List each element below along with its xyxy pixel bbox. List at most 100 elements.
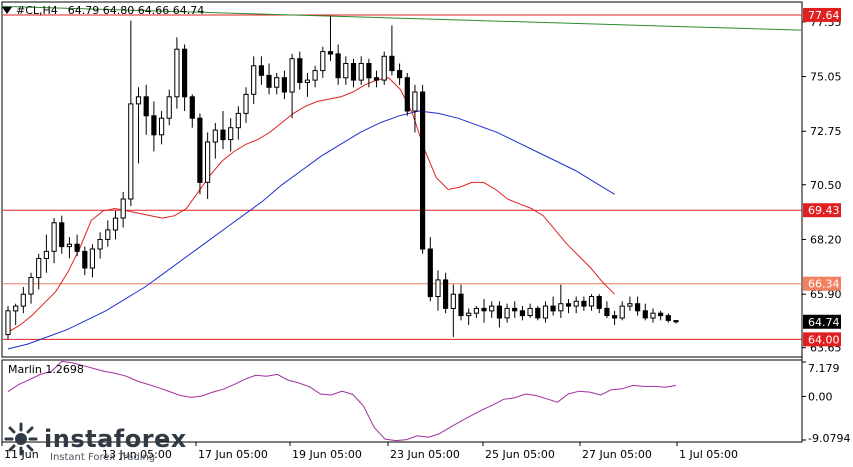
candle-body-up <box>558 303 564 312</box>
candle <box>212 122 218 159</box>
price-badge-label: 77.64 <box>808 9 840 22</box>
candle <box>13 303 19 326</box>
candle <box>619 301 625 321</box>
candle <box>251 56 257 104</box>
trend-line-segment <box>2 5 802 31</box>
candle <box>412 84 418 133</box>
candle-body-down <box>420 91 426 250</box>
ohlc-values: 64.79 64.80 64.66 64.74 <box>67 4 205 17</box>
time-tick-label: 1 Jul 05:00 <box>679 448 738 461</box>
candle <box>66 237 73 259</box>
candle-body-down <box>258 65 264 76</box>
fast-ma-line <box>7 77 615 333</box>
candle-body-up <box>473 307 479 314</box>
candle <box>143 84 149 135</box>
candle-body-down <box>350 63 357 81</box>
price-badge-label: 66.34 <box>808 278 840 291</box>
chart-header: #CL,H4 64.79 64.80 64.66 64.74 <box>2 4 204 17</box>
candle-body-up <box>66 243 73 248</box>
candle-body-up <box>36 258 42 278</box>
candle <box>381 51 387 85</box>
watermark-tagline: Instant Forex Trading <box>50 452 156 463</box>
candle <box>404 72 410 116</box>
dropdown-triangle-icon[interactable] <box>2 7 12 14</box>
candle <box>327 15 334 62</box>
candle <box>82 246 88 276</box>
candle <box>151 101 157 152</box>
candle-body-down <box>189 96 195 119</box>
candle-body-up <box>13 305 19 312</box>
candle <box>512 301 518 318</box>
candle <box>504 303 510 323</box>
candle <box>658 310 664 321</box>
candle <box>481 298 487 323</box>
candle-body-down <box>481 307 487 312</box>
level-lines <box>3 14 802 340</box>
candle <box>535 306 541 321</box>
candle <box>97 232 103 259</box>
candle <box>450 284 456 337</box>
candle-body-down <box>197 117 203 183</box>
candle <box>604 301 610 318</box>
indicator-scale-ticks: 7.179 0.00 -9.0794 <box>802 361 850 445</box>
candle-body-up <box>28 277 34 295</box>
candle-body-up <box>166 96 172 119</box>
price-badge: 64.00 <box>803 332 841 347</box>
candle-body-down <box>397 70 403 79</box>
candle-body-down <box>535 307 541 319</box>
candle-body-up <box>20 293 26 307</box>
candle-body-up <box>51 222 57 252</box>
price-badges: 77.64 69.43 66.34 64.74 64.00 <box>803 7 841 347</box>
candle <box>59 215 65 254</box>
time-tick-label: 27 Jun 05:00 <box>582 448 652 461</box>
candle-body-up <box>619 305 625 319</box>
candle-body-up <box>412 91 418 112</box>
candle <box>435 270 441 311</box>
price-badge-bg <box>803 314 841 329</box>
candle <box>220 111 226 150</box>
candle-body-up <box>159 117 165 136</box>
candle-body-down <box>389 55 395 72</box>
price-badge-bg <box>803 7 841 22</box>
candle <box>74 234 80 257</box>
candle-body-up <box>251 65 257 95</box>
candle <box>189 94 195 128</box>
candle-body-down <box>327 51 334 55</box>
time-axis: 11 Jun 13 Jun 05:00 17 Jun 05:00 19 Jun 05:… <box>1 442 738 461</box>
candle <box>20 287 26 314</box>
candle-body-up <box>312 70 318 81</box>
candle-body-up <box>89 248 96 269</box>
price-badge-bg <box>803 332 841 347</box>
candle <box>312 65 318 88</box>
candle <box>565 298 572 314</box>
candle-body-down <box>658 312 664 317</box>
candle-body-down <box>443 279 449 309</box>
candle-body-up <box>358 63 364 81</box>
candle-body-up <box>205 141 211 183</box>
price-badge-label: 69.43 <box>808 204 840 217</box>
candle-body-up <box>120 198 126 219</box>
candle <box>174 37 180 109</box>
candle <box>496 301 502 328</box>
candle-body-up <box>43 250 49 259</box>
candle <box>389 25 395 76</box>
candle-body-down <box>642 310 648 319</box>
candle <box>112 210 119 240</box>
indicator-tick-label: -9.0794 <box>808 432 850 445</box>
candle <box>89 244 96 278</box>
candle-body-up <box>128 103 134 200</box>
time-tick-label: 25 Jun 05:00 <box>485 448 555 461</box>
candle <box>274 72 280 95</box>
price-badge: 64.74 <box>803 314 841 329</box>
oscillator-line <box>7 360 677 442</box>
candle-body-down <box>512 307 518 312</box>
candle-body-down <box>151 115 157 136</box>
candle <box>550 296 556 316</box>
candle-body-down <box>82 250 88 269</box>
price-tick-label: 65.90 <box>810 288 842 301</box>
price-tick-label: 72.75 <box>810 125 842 138</box>
price-tick-label: 68.20 <box>810 233 842 246</box>
